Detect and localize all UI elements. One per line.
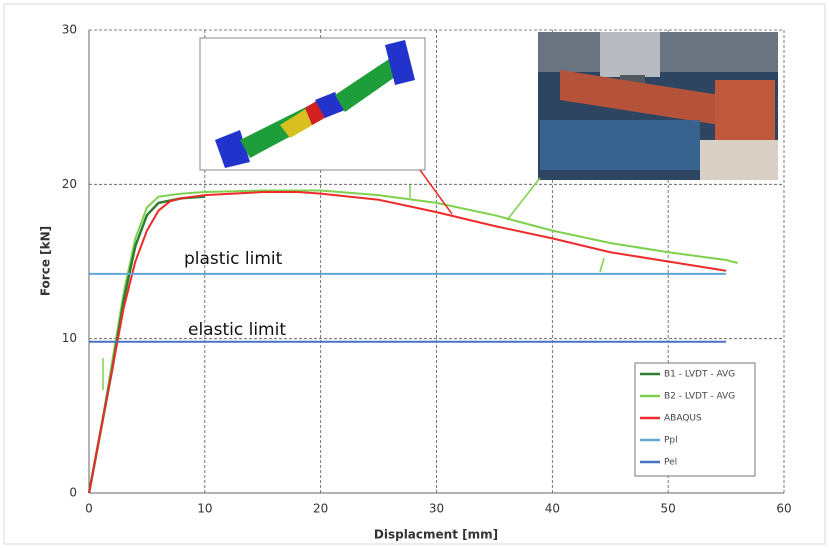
x-tick-label: 60 <box>776 502 791 516</box>
legend: B1 - LVDT - AVG B2 - LVDT - AVG ABAQUS Ppl P… <box>634 362 756 477</box>
x-tick-label: 50 <box>661 502 676 516</box>
legend-label: B1 - LVDT - AVG <box>664 370 735 380</box>
x-axis-label: Displacment [mm] <box>374 528 498 542</box>
y-tick-label: 10 <box>62 331 77 345</box>
y-tick-label: 20 <box>62 177 77 191</box>
series-line <box>88 191 727 494</box>
y-tick-label: 0 <box>69 486 77 500</box>
fe-model-inset <box>199 37 426 171</box>
x-tick-label: 30 <box>429 502 444 516</box>
y-tick-label: 30 <box>62 23 77 37</box>
pointer-arrows <box>102 169 605 390</box>
test-photo-inset <box>538 32 778 180</box>
y-axis-label: Force [kN] <box>39 226 53 296</box>
legend-label: Pel <box>664 458 677 468</box>
x-tick-label: 40 <box>545 502 560 516</box>
legend-label: Ppl <box>664 436 678 446</box>
legend-label: ABAQUS <box>664 414 702 424</box>
x-tick-label: 0 <box>85 502 93 516</box>
x-tick-label: 20 <box>313 502 328 516</box>
legend-label: B2 - LVDT - AVG <box>664 392 735 402</box>
plot-lines <box>87 189 738 494</box>
series-line <box>88 189 738 494</box>
x-tick-label: 10 <box>197 502 212 516</box>
annotation: elastic limit <box>188 320 286 340</box>
annotation: plastic limit <box>184 249 283 269</box>
